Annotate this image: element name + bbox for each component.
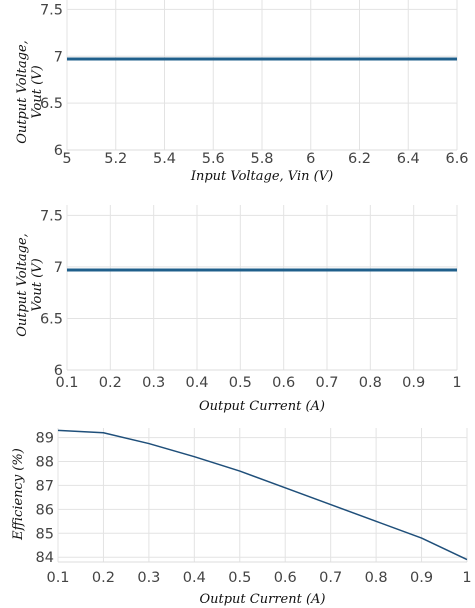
chart-3: 84 85 86 87 88 89 0.1 0.2 0.3 0.4 0.5 0.6 0.7 0.8 0.9 1… xyxy=(11,428,472,607)
y-axis-label-line: Vout (V) xyxy=(30,258,45,311)
x-tick-label: 0.9 xyxy=(410,570,433,586)
series-line xyxy=(57,429,468,561)
x-tick-label: 6 xyxy=(306,151,315,167)
y-axis-label-line: Output Voltage, xyxy=(15,233,30,337)
y-tick-label: 7.5 xyxy=(40,208,63,224)
x-tick-label: 0.7 xyxy=(319,570,342,586)
x-tick-label: 1 xyxy=(452,375,461,391)
y-tick-label: 86 xyxy=(36,502,54,518)
y-tick-label: 7 xyxy=(54,260,63,276)
x-tick-label: 0.7 xyxy=(315,375,338,391)
y-tick-label: 7.5 xyxy=(40,2,63,18)
x-tick-label: 0.5 xyxy=(228,570,251,586)
x-tick-label: 0.2 xyxy=(92,570,115,586)
y-tick-label: 88 xyxy=(36,455,54,471)
y-tick-label: 84 xyxy=(36,550,54,566)
x-tick-label: 5.8 xyxy=(250,151,273,167)
x-axis-label: Output Current (A) xyxy=(199,399,325,414)
x-tick-label: 0.4 xyxy=(185,375,208,391)
x-tick-label: 0.9 xyxy=(402,375,425,391)
x-tick-label: 0.6 xyxy=(272,375,295,391)
y-tick-label: 6 xyxy=(54,363,63,379)
chart-2: 6 6.5 7 7.5 0.1 0.2 0.3 0.4 0.5 0.6 0.7 0.8 0.9 1 Outp… xyxy=(15,205,462,414)
x-tick-label: 0.1 xyxy=(46,570,69,586)
x-tick-label: 0.8 xyxy=(359,375,382,391)
x-axis-label: Input Voltage, Vin (V) xyxy=(190,169,333,184)
x-axis-label: Output Current (A) xyxy=(199,592,325,607)
x-tick-label: 0.3 xyxy=(137,570,160,586)
x-tick-label: 0.2 xyxy=(99,375,122,391)
x-tick-label: 0.8 xyxy=(365,570,388,586)
y-tick-label: 6 xyxy=(54,143,63,159)
y-tick-label: 6.5 xyxy=(40,96,63,112)
y-axis-label-line: Efficiency (%) xyxy=(11,448,26,541)
x-tick-label: 0.5 xyxy=(229,375,252,391)
y-tick-label: 85 xyxy=(36,526,54,542)
y-axis-label: Output Voltage,Vout (V) xyxy=(15,233,45,337)
y-tick-label: 7 xyxy=(54,49,63,65)
y-axis-label: Output Voltage,Vout (V) xyxy=(15,40,45,144)
x-tick-label: 6.2 xyxy=(348,151,371,167)
x-tick-label: 5.2 xyxy=(104,151,127,167)
y-tick-label: 87 xyxy=(36,478,54,494)
x-tick-label: 1 xyxy=(462,570,471,586)
x-tick-label: 6.4 xyxy=(397,151,420,167)
x-tick-label: 0.4 xyxy=(183,570,206,586)
x-tick-label: 6.6 xyxy=(445,151,468,167)
x-tick-label: 0.1 xyxy=(55,375,78,391)
x-tick-label: 0.3 xyxy=(142,375,165,391)
y-tick-label: 89 xyxy=(36,431,54,447)
x-tick-label: 5.6 xyxy=(202,151,225,167)
x-tick-label: 0.6 xyxy=(274,570,297,586)
x-tick-label: 5.4 xyxy=(153,151,176,167)
y-axis-label-line: Output Voltage, xyxy=(15,40,30,144)
chart-1: 6 6.5 7 7.5 5 5.2 5.4 5.6 5.8 6 6.2 6.4 6.6 Input Vol… xyxy=(15,0,469,184)
y-tick-label: 6.5 xyxy=(40,311,63,327)
y-axis-label: Efficiency (%) xyxy=(11,448,26,541)
y-axis-label-line: Vout (V) xyxy=(30,65,45,118)
x-tick-label: 5 xyxy=(62,151,71,167)
